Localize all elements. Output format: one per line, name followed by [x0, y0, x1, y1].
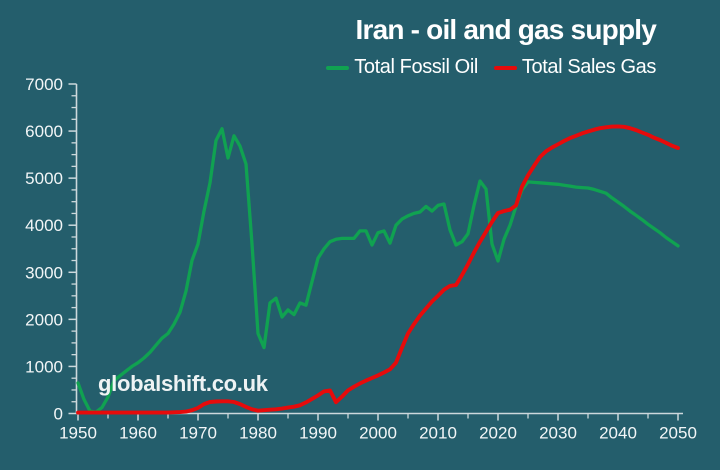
y-tick-label: 0	[54, 405, 63, 424]
y-tick-label: 4000	[25, 216, 63, 235]
x-tick-label: 2010	[419, 424, 457, 443]
y-axis: 0 1000 2000 3000 4000 5000 6000 7000	[25, 75, 78, 424]
legend-swatch-gas-icon	[493, 65, 517, 70]
x-tick-label: 1980	[239, 424, 277, 443]
series-line-total-sales-gas	[76, 124, 680, 415]
legend-label-gas: Total Sales Gas	[521, 56, 656, 78]
watermark: globalshift.co.uk	[98, 371, 268, 396]
chart-title: Iran - oil and gas supply	[355, 14, 657, 45]
x-tick-label: 1970	[179, 424, 217, 443]
legend-swatch-oil-icon	[326, 65, 350, 70]
x-tick-label: 2030	[539, 424, 577, 443]
y-tick-label: 5000	[25, 169, 63, 188]
x-tick-label: 2050	[659, 424, 697, 443]
legend-item-total-fossil-oil: Total Fossil Oil	[326, 56, 478, 79]
x-axis: 1950 1960 1970 1980 1990 2000 2010 2020 2030 2040…	[59, 412, 697, 443]
x-tick-label: 2040	[599, 424, 637, 443]
x-tick-label: 2000	[359, 424, 397, 443]
x-tick-label: 1950	[59, 424, 97, 443]
legend: Total Fossil Oil Total Sales Gas	[326, 56, 656, 79]
y-tick-label: 2000	[25, 310, 63, 329]
legend-label-oil: Total Fossil Oil	[354, 56, 478, 78]
x-tick-label: 2020	[479, 424, 517, 443]
x-tick-label: 1960	[119, 424, 157, 443]
y-tick-label: 7000	[25, 75, 63, 94]
y-tick-label: 3000	[25, 263, 63, 282]
legend-item-total-sales-gas: Total Sales Gas	[493, 56, 656, 79]
y-tick-label: 1000	[25, 357, 63, 376]
series-line-total-fossil-oil	[76, 127, 680, 414]
y-tick-label: 6000	[25, 122, 63, 141]
x-tick-label: 1990	[299, 424, 337, 443]
